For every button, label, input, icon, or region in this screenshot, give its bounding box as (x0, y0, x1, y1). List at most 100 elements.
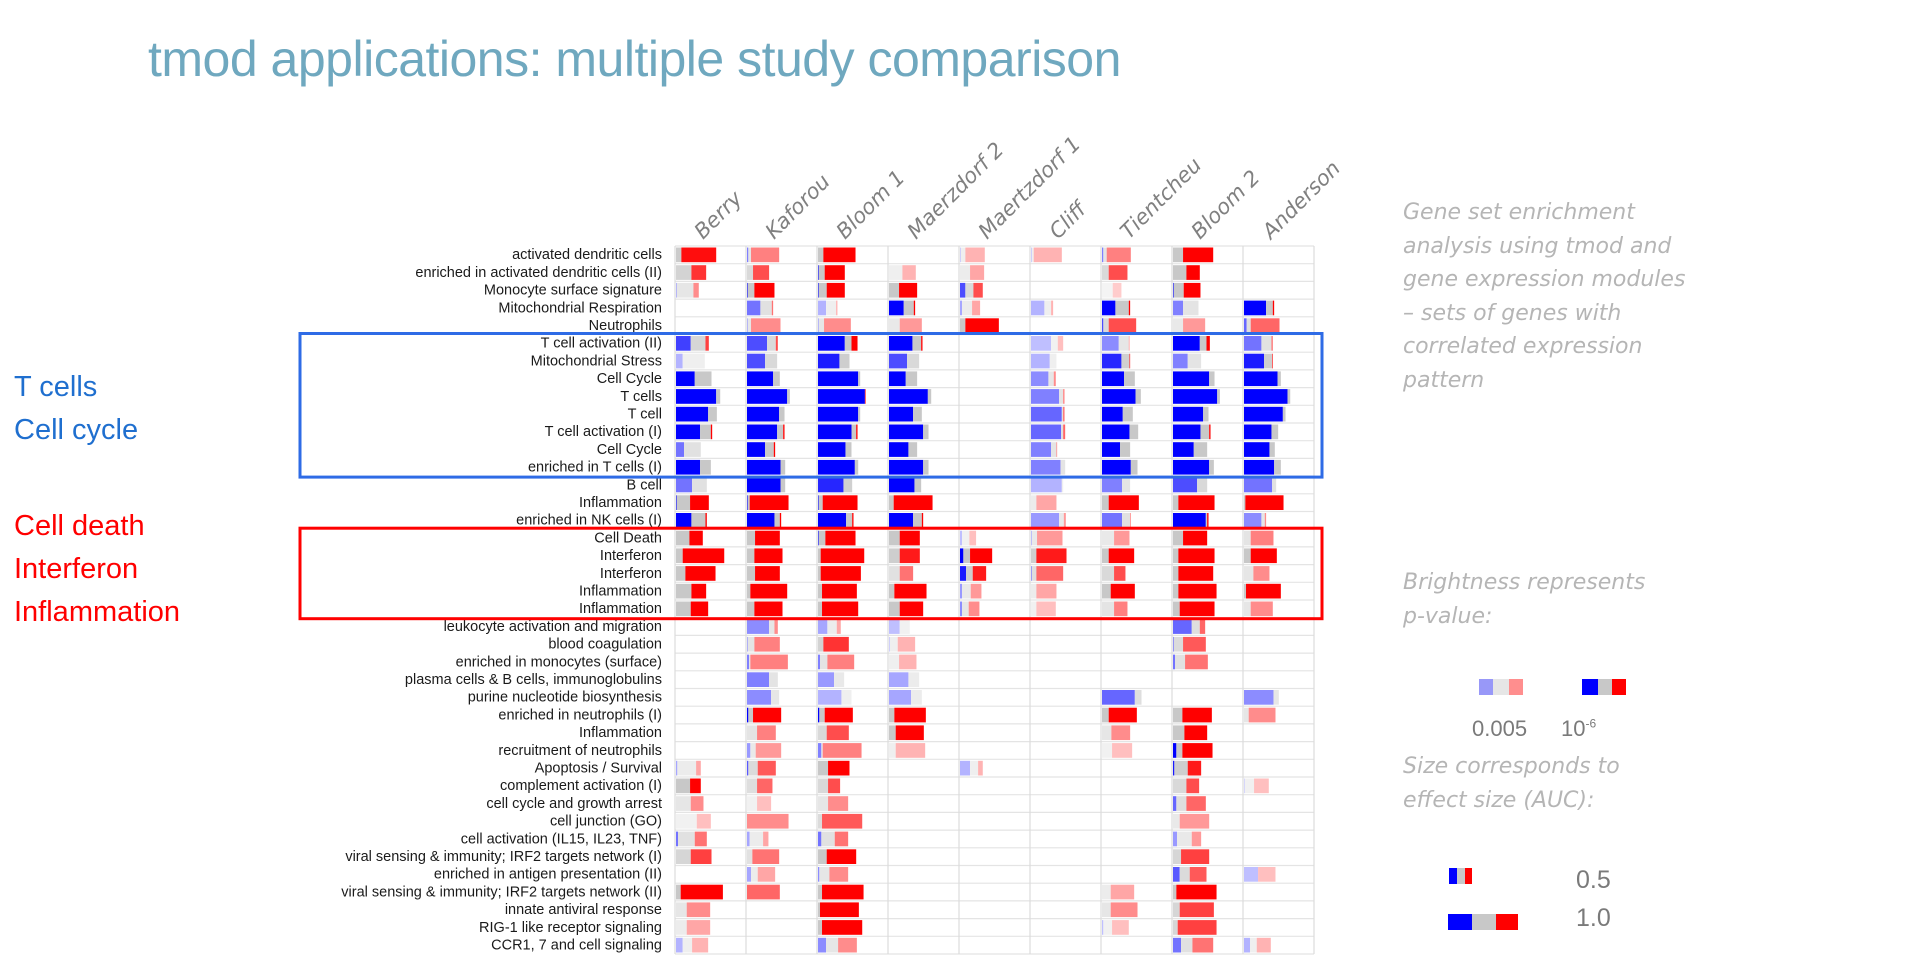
cell-nonsig-bar (708, 406, 717, 422)
cell-down-bar (889, 353, 908, 369)
row-label: recruitment of neutrophils (498, 743, 662, 759)
cell-nonsig-bar (960, 247, 966, 263)
cell-nonsig-bar (1271, 424, 1279, 440)
cell-nonsig-bar (962, 601, 969, 617)
cell-up-bar (705, 513, 707, 528)
cell-up-bar (1250, 318, 1280, 333)
cell-down-bar (818, 654, 821, 670)
cell-nonsig-bar (818, 548, 821, 564)
cell-nonsig-bar (1187, 353, 1202, 369)
cell-up-bar (902, 265, 916, 280)
cell-up-bar (824, 318, 851, 333)
row-label: viral sensing & immunity; IRF2 targets n… (345, 849, 662, 865)
cell-down-bar (960, 548, 964, 564)
cell-down-bar (889, 690, 912, 705)
cell-nonsig-bar (923, 424, 929, 440)
row-label: Mitochondrial Stress (531, 353, 662, 369)
cell-up-bar (775, 336, 778, 351)
cell-nonsig-bar (818, 778, 829, 794)
cell-down-bar (1173, 353, 1188, 369)
cell-nonsig-bar (749, 654, 751, 670)
cell-up-bar (1192, 937, 1214, 953)
cell-down-bar (676, 442, 685, 457)
cell-up-bar (1250, 548, 1277, 564)
cell-up-bar (829, 867, 849, 882)
cell-up-bar (894, 707, 926, 723)
cell-nonsig-bar (676, 530, 690, 546)
cell-nonsig-bar (677, 760, 697, 776)
cell-up-bar (763, 831, 769, 847)
cell-nonsig-bar (1115, 300, 1129, 316)
cell-down-bar (1031, 477, 1062, 493)
cell-down-bar (1244, 690, 1274, 705)
cell-nonsig-bar (903, 300, 914, 316)
cell-nonsig-bar (1120, 442, 1131, 457)
cell-nonsig-bar (1122, 406, 1133, 422)
cell-nonsig-bar (1244, 601, 1251, 617)
cell-down-bar (818, 937, 827, 953)
cell-nonsig-bar (1173, 530, 1184, 546)
cell-up-bar (1106, 247, 1131, 263)
cell-nonsig-bar (1269, 442, 1275, 457)
cell-nonsig-bar (1061, 406, 1064, 422)
cell-nonsig-bar (911, 690, 922, 705)
cell-down-bar (1244, 867, 1259, 882)
row-label: Inflammation (579, 495, 662, 511)
cell-nonsig-bar (923, 459, 929, 475)
cell-nonsig-bar (691, 513, 706, 528)
cell-up-bar (965, 318, 999, 333)
cell-nonsig-bar (889, 265, 903, 280)
cell-nonsig-bar (1273, 690, 1279, 705)
cell-nonsig-bar (818, 813, 823, 829)
cell-up-bar (1108, 548, 1135, 564)
cell-nonsig-bar (1250, 937, 1257, 953)
cell-down-bar (1244, 937, 1251, 953)
highlight-box-inflammation (298, 526, 1324, 621)
cell-nonsig-bar (1102, 566, 1115, 581)
cell-down-bar (1102, 477, 1123, 493)
cell-up-bar (1114, 601, 1128, 617)
cell-up-bar (753, 265, 770, 280)
cell-nonsig-bar (1282, 406, 1286, 422)
cell-down-bar (1102, 424, 1130, 440)
cell-down-bar (889, 389, 928, 404)
cell-up-bar (1063, 389, 1065, 404)
cell-up-bar (690, 601, 709, 617)
cell-down-bar (1173, 760, 1175, 776)
cell-up-bar (1112, 282, 1122, 298)
cell-nonsig-bar (682, 353, 705, 369)
cell-down-bar (1102, 300, 1116, 316)
cell-nonsig-bar (1176, 743, 1183, 758)
cell-nonsig-bar (773, 371, 780, 387)
cell-up-bar (851, 336, 858, 351)
cell-nonsig-bar (1049, 353, 1057, 369)
legend-swatch-dark (1582, 679, 1626, 695)
annotation-cell-death: Cell death (14, 510, 145, 542)
cell-up-bar (1112, 920, 1129, 935)
cell-down-bar (1102, 442, 1121, 457)
cell-up-bar (1033, 247, 1062, 263)
cell-nonsig-bar (777, 424, 784, 440)
cell-up-bar (1036, 548, 1067, 564)
cell-down-bar (889, 459, 924, 475)
row-label: Monocyte surface signature (484, 283, 662, 299)
cell-nonsig-bar (747, 566, 756, 581)
cell-nonsig-bar (818, 530, 826, 546)
cell-nonsig-bar (908, 672, 920, 687)
cell-down-bar (1244, 371, 1278, 387)
cell-up-bar (755, 743, 782, 758)
cell-nonsig-bar (1031, 247, 1034, 263)
cell-down-bar (818, 513, 847, 528)
cell-nonsig-bar (747, 849, 753, 864)
row-label: viral sensing & immunity; IRF2 targets n… (341, 884, 662, 900)
cell-nonsig-bar (889, 282, 900, 298)
cell-nonsig-bar (1173, 707, 1183, 723)
cell-up-bar (754, 282, 775, 298)
cell-up-bar (1179, 813, 1210, 829)
cell-down-bar (889, 300, 904, 316)
cell-nonsig-bar (889, 636, 898, 652)
cell-nonsig-bar (1134, 690, 1142, 705)
cell-down-bar (1173, 424, 1201, 440)
cell-down-bar (818, 672, 835, 687)
cell-nonsig-bar (1277, 371, 1281, 387)
